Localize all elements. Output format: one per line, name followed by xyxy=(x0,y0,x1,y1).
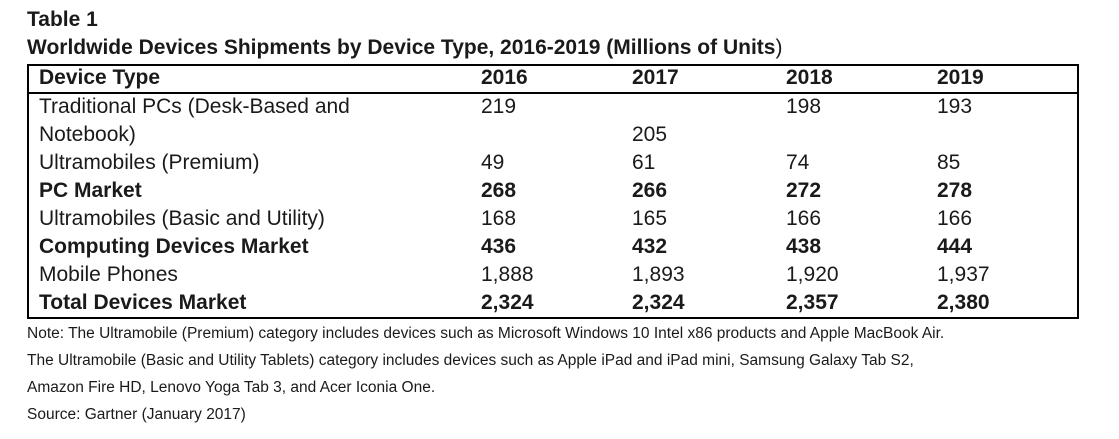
source-line: Source: Gartner (January 2017) xyxy=(27,406,246,423)
row-value: 278 xyxy=(937,179,973,202)
note-line: Note: The Ultramobile (Premium) category… xyxy=(27,325,945,342)
row-value: 49 xyxy=(481,151,505,174)
row-value: 85 xyxy=(937,151,961,174)
row-value: 2,324 xyxy=(632,291,685,314)
table-label: Table 1 xyxy=(27,8,98,31)
table-title-main: Worldwide Devices Shipments by Device Ty… xyxy=(27,36,776,59)
row-label: Ultramobiles (Basic and Utility) xyxy=(39,207,325,230)
note-line: Amazon Fire HD, Lenovo Yoga Tab 3, and A… xyxy=(27,379,436,396)
row-label: Notebook) xyxy=(39,123,136,146)
row-value: 436 xyxy=(481,235,517,258)
devices-table: Device Type 2016 2017 2018 2019 Traditio… xyxy=(27,64,1079,319)
row-value: 1,920 xyxy=(786,263,839,286)
row-label: Traditional PCs (Desk-Based and xyxy=(39,95,350,118)
row-value: 166 xyxy=(937,207,973,230)
row-value: 444 xyxy=(937,235,973,258)
row-value: 61 xyxy=(632,151,656,174)
row-label: Ultramobiles (Premium) xyxy=(39,151,260,174)
row-value: 1,888 xyxy=(481,263,534,286)
row-label: Computing Devices Market xyxy=(39,235,309,258)
header-2016: 2016 xyxy=(481,66,528,89)
row-value: 2,324 xyxy=(481,291,534,314)
note-line: The Ultramobile (Basic and Utility Table… xyxy=(27,352,914,369)
row-value: 198 xyxy=(786,95,822,118)
row-value: 2,357 xyxy=(786,291,839,314)
header-2019: 2019 xyxy=(937,66,984,89)
row-value: 2,380 xyxy=(937,291,990,314)
row-value: 165 xyxy=(632,207,668,230)
row-value: 272 xyxy=(786,179,822,202)
header-2017: 2017 xyxy=(632,66,679,89)
row-value: 219 xyxy=(481,95,517,118)
row-label: Mobile Phones xyxy=(39,263,178,286)
table-header-row: Device Type 2016 2017 2018 2019 xyxy=(29,66,1077,94)
row-value: 268 xyxy=(481,179,517,202)
row-label: PC Market xyxy=(39,179,142,202)
row-value: 166 xyxy=(786,207,822,230)
row-value: 168 xyxy=(481,207,517,230)
row-value: 266 xyxy=(632,179,668,202)
header-2018: 2018 xyxy=(786,66,833,89)
row-value: 432 xyxy=(632,235,668,258)
row-value: 438 xyxy=(786,235,822,258)
table-title: Worldwide Devices Shipments by Device Ty… xyxy=(27,35,782,61)
row-value: 205 xyxy=(632,123,668,146)
row-value: 193 xyxy=(937,95,973,118)
row-label: Total Devices Market xyxy=(39,291,247,314)
row-value: 1,937 xyxy=(937,263,990,286)
header-device-type: Device Type xyxy=(39,66,161,89)
table-title-tail: ) xyxy=(775,36,783,59)
row-value: 1,893 xyxy=(632,263,685,286)
row-value: 74 xyxy=(786,151,810,174)
